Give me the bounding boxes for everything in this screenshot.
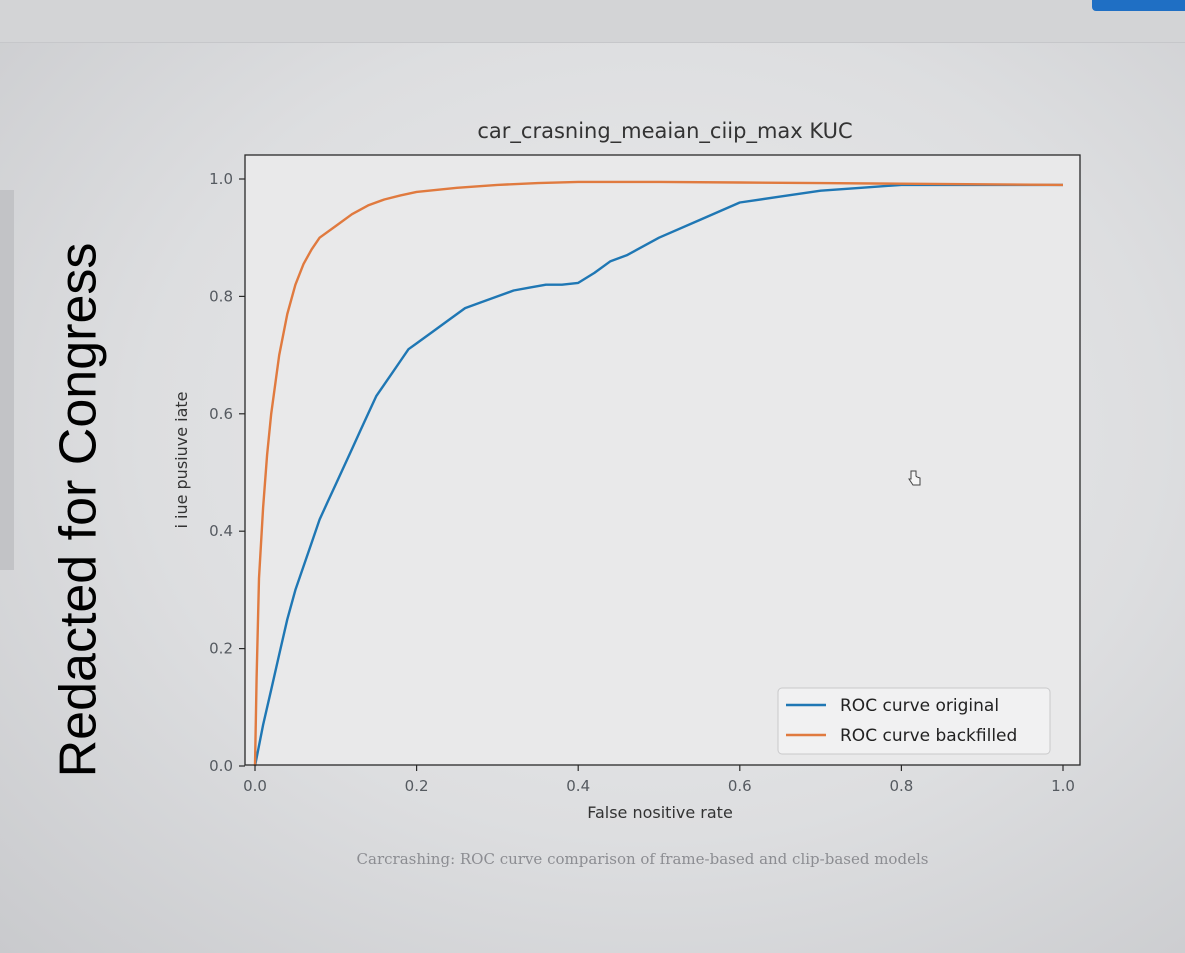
y-tick-label: 1.0 xyxy=(209,170,233,188)
x-tick-label: 0.6 xyxy=(728,777,752,795)
x-tick-label: 0.2 xyxy=(405,777,429,795)
figure-caption: Carcrashing: ROC curve comparison of fra… xyxy=(356,850,929,868)
plot-frame xyxy=(244,154,1081,766)
y-tick-label: 0.0 xyxy=(209,757,233,775)
screen-top-bar xyxy=(0,0,1185,43)
chart-title: car_crasning_meaian_ciip_max KUC xyxy=(477,119,852,144)
x-tick-label: 1.0 xyxy=(1051,777,1075,795)
screen-corner-button[interactable] xyxy=(1092,0,1185,11)
screen-left-edge xyxy=(0,190,14,570)
y-axis: 0.0 0.2 0.4 0.6 0.8 1.0 xyxy=(209,170,245,775)
redaction-overlay: Redacted for Congress xyxy=(38,180,118,840)
y-tick-label: 0.8 xyxy=(209,287,233,305)
x-axis-label: False nositive rate xyxy=(587,803,733,822)
redaction-text: Redacted for Congress xyxy=(49,242,108,778)
y-tick-label: 0.2 xyxy=(209,640,233,658)
x-axis: 0.0 0.2 0.4 0.6 0.8 1.0 xyxy=(243,765,1075,795)
y-tick-label: 0.6 xyxy=(209,405,233,423)
legend-box xyxy=(777,687,1051,755)
mouse-cursor-icon xyxy=(908,470,921,486)
roc-curve-backfilled-line xyxy=(253,180,1064,767)
y-tick-label: 0.4 xyxy=(209,522,233,540)
legend-label-original: ROC curve original xyxy=(840,696,999,716)
x-tick-label: 0.0 xyxy=(243,777,267,795)
legend-label-backfilled: ROC curve backfilled xyxy=(840,726,1017,746)
roc-curve-original-line xyxy=(253,183,1063,767)
series-group xyxy=(253,180,1064,767)
y-axis-label: i iue pusiuve iate xyxy=(172,391,191,528)
x-tick-label: 0.8 xyxy=(889,777,913,795)
legend: ROC curve original ROC curve backfilled xyxy=(777,687,1051,755)
plot-area-background xyxy=(245,155,1080,765)
x-tick-label: 0.4 xyxy=(566,777,590,795)
